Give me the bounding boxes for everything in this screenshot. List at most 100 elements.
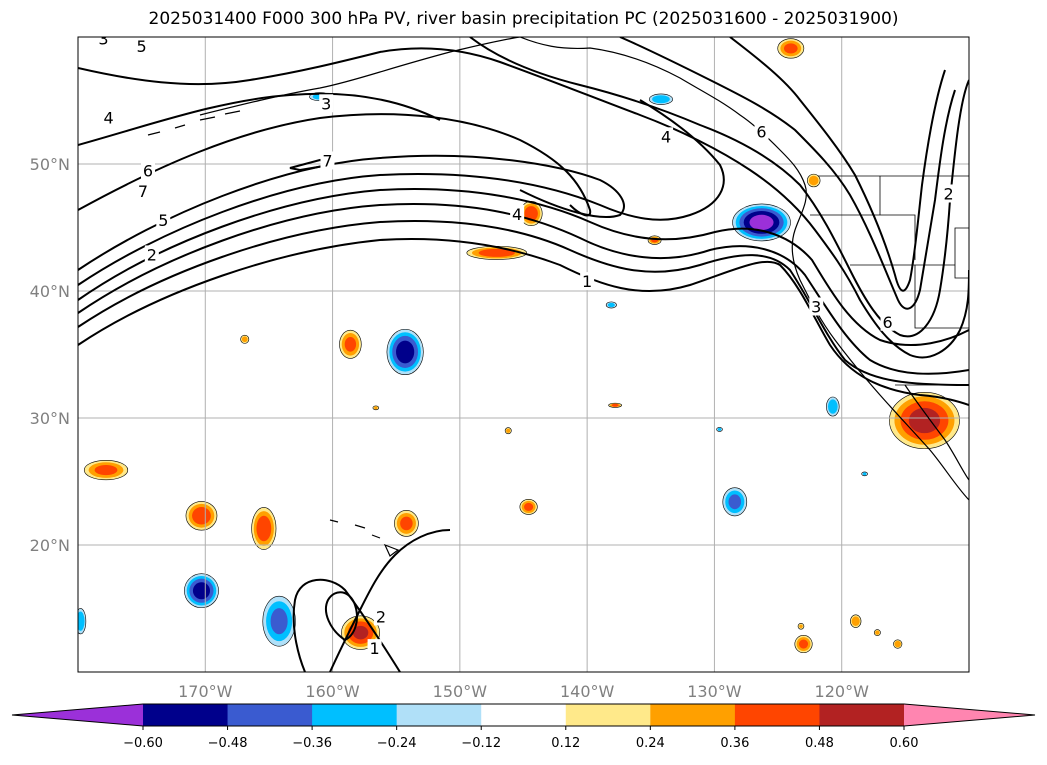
precip-level-shape [783, 43, 798, 54]
precip-level-shape [799, 624, 803, 628]
negative-precip-anomaly [605, 301, 617, 309]
precip-level-shape [400, 516, 413, 531]
positive-precip-anomaly [797, 623, 805, 630]
pv-contour-line [78, 220, 969, 386]
pv-contour-line [78, 92, 441, 146]
colorbar-segment [481, 704, 567, 726]
precip-level-shape [862, 472, 867, 476]
positive-precip-anomaly [251, 507, 277, 550]
colorbar-extend-high [904, 704, 1035, 726]
precip-level-shape [192, 582, 211, 600]
baja-gulf-coast [904, 384, 969, 481]
positive-precip-anomaly [647, 235, 662, 245]
colorbar-segment [734, 704, 820, 726]
negative-precip-anomaly [78, 608, 87, 635]
map-gridlines [78, 37, 969, 672]
contour-label: 4 [103, 108, 113, 127]
colorbar-tick-label: −0.48 [208, 736, 248, 751]
colorbar-tick-label: −0.36 [292, 736, 332, 751]
contour-label-bg [580, 272, 595, 291]
precip-level-shape [270, 608, 288, 635]
pv-contour-line [78, 154, 625, 271]
positive-precip-anomaly [850, 614, 862, 628]
colorbar-tick-label: 0.60 [890, 736, 919, 751]
precip-level-shape [827, 399, 838, 414]
contour-label-bg [659, 127, 674, 146]
negative-precip-anomaly [826, 396, 840, 417]
positive-precip-anomaly [893, 639, 903, 649]
precip-level-shape [78, 611, 85, 631]
negative-precip-anomaly [732, 203, 791, 242]
precip-level-shape [352, 625, 369, 640]
lon-tick-label: 130°W [687, 682, 742, 701]
precip-level-shape [344, 336, 357, 352]
hawaii-islands [329, 519, 400, 557]
contour-label-bg [754, 122, 769, 141]
positive-precip-anomaly [807, 173, 821, 188]
colorbar-tick-label: −0.12 [461, 736, 501, 751]
positive-precip-anomaly [608, 402, 622, 408]
contour-label-bg [101, 108, 116, 127]
negative-precip-anomaly [861, 471, 868, 477]
pv-contour-line [329, 529, 451, 672]
colorbar-tick-label: −0.60 [123, 736, 163, 751]
negative-precip-anomaly [648, 93, 673, 105]
positive-precip-anomaly [889, 392, 960, 450]
contour-label-bg [144, 245, 159, 264]
positive-precip-anomaly [83, 459, 129, 481]
colorbar-tick-label: 0.24 [636, 736, 665, 751]
contour-label: 3 [321, 94, 331, 113]
contour-label-bg [134, 37, 149, 56]
colorbar-segment [650, 704, 736, 726]
precip-level-shape [908, 407, 941, 434]
contour-label: 1 [369, 639, 379, 658]
negative-precip-anomaly [722, 487, 748, 517]
contour-label-bg [156, 211, 171, 230]
lat-tick-label: 30°N [30, 409, 70, 428]
precip-level-shape [875, 630, 880, 635]
pv-contour-line [78, 113, 592, 217]
negative-precip-anomaly [716, 427, 723, 432]
contour-label: 3 [98, 30, 108, 49]
state-border [914, 265, 969, 329]
positive-precip-anomaly [185, 501, 218, 531]
precip-level-shape [851, 616, 860, 627]
contour-label: 7 [322, 151, 332, 170]
precip-level-shape [256, 515, 272, 542]
colorbar-segment [396, 704, 482, 726]
contour-label: 2 [147, 245, 157, 264]
pv-contour-line [78, 238, 969, 406]
pv-contour-line [729, 37, 946, 292]
precip-level-shape [192, 507, 211, 525]
contour-label-bg [510, 204, 525, 223]
precip-level-shape [749, 214, 774, 231]
pv-contour-line [78, 47, 969, 359]
colorbar-segment [565, 704, 651, 726]
precip-level-shape [607, 302, 615, 308]
contour-label: 1 [582, 272, 592, 291]
lon-tick-label: 170°W [178, 682, 233, 701]
colorbar-tick-label: 0.36 [720, 736, 749, 751]
pv-contour-line [78, 188, 969, 347]
pv-contour-line [619, 37, 956, 310]
colorbar-segment [819, 704, 905, 726]
state-border [954, 227, 969, 279]
pv-contour-line [78, 99, 725, 286]
north-america-west-coast [519, 37, 969, 501]
contour-label-bg [96, 37, 111, 48]
pv-contours [78, 37, 969, 672]
precip-level-shape [396, 340, 415, 364]
negative-precip-anomaly [386, 328, 424, 375]
positive-precip-anomaly [794, 635, 813, 654]
colorbar: −0.60 −0.48 −0.36 −0.24 −0.12 0.12 0.24 0.36 0.4… [11, 703, 1036, 751]
contour-label: 2 [376, 607, 386, 626]
precip-level-shape [478, 248, 515, 257]
positive-precip-anomaly [466, 245, 528, 260]
positive-precip-anomaly [519, 201, 543, 227]
contour-label: 6 [143, 162, 153, 181]
lat-tick-label: 20°N [30, 536, 70, 555]
colorbar-segment [227, 704, 313, 726]
lon-tick-label: 160°W [305, 682, 360, 701]
